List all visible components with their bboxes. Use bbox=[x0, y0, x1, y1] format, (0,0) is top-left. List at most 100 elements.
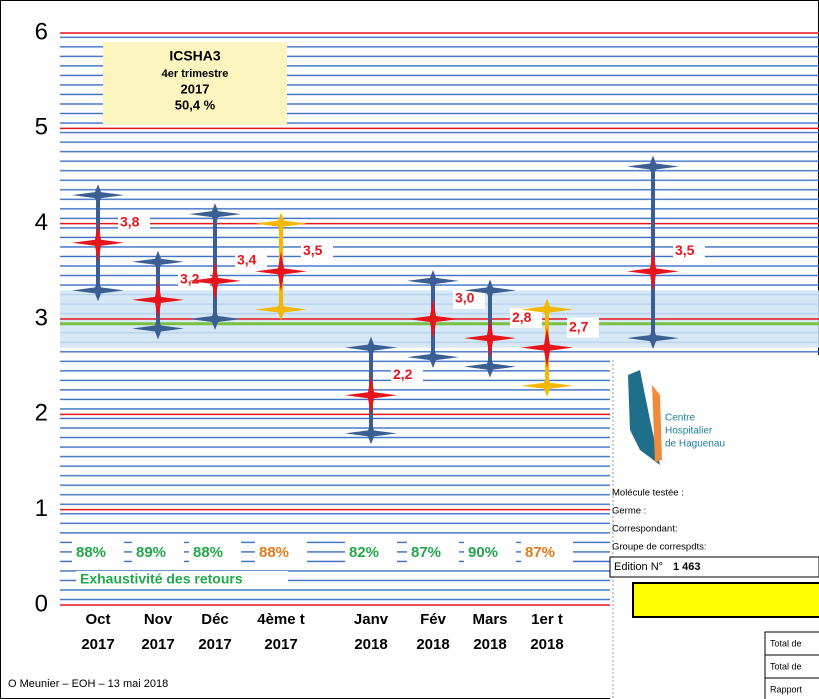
value-label: 3,0 bbox=[455, 290, 475, 306]
max-marker bbox=[189, 203, 241, 226]
label-bg bbox=[407, 541, 459, 565]
x-tick-label: 2017 bbox=[81, 636, 114, 653]
doc-row: Total de bbox=[770, 661, 802, 671]
mean-marker bbox=[521, 327, 573, 368]
x-tick-label: 2017 bbox=[141, 636, 174, 653]
label-bg bbox=[464, 541, 516, 565]
min-marker bbox=[345, 422, 397, 445]
doc-field: Groupe de correspdts: bbox=[612, 542, 707, 553]
inset-line: 2017 bbox=[181, 81, 210, 96]
logo-text: Hospitalier bbox=[665, 426, 713, 437]
exhaustivity-label: 89% bbox=[136, 544, 166, 561]
x-tick-label: Nov bbox=[144, 611, 173, 628]
label-bg bbox=[510, 308, 542, 329]
max-marker bbox=[132, 250, 184, 273]
label-bg bbox=[235, 250, 267, 271]
exhaustivity-label: 88% bbox=[193, 544, 223, 561]
label-bg bbox=[118, 212, 150, 233]
y-tick-label: 3 bbox=[35, 304, 48, 331]
label-bg bbox=[76, 571, 288, 589]
edition-box bbox=[609, 556, 819, 578]
edition-number: 1 463 bbox=[673, 561, 701, 573]
max-marker bbox=[255, 212, 307, 235]
label-bg bbox=[345, 541, 397, 565]
mean-marker bbox=[464, 318, 516, 359]
min-marker bbox=[132, 317, 184, 340]
exhaustivity-label: 87% bbox=[525, 544, 555, 561]
mean-marker bbox=[627, 251, 679, 292]
x-tick-label: 4ème t bbox=[257, 611, 305, 628]
edition-label: Edition N° bbox=[614, 561, 663, 573]
footer: O Meunier – EOH – 13 mai 2018 bbox=[8, 678, 168, 690]
value-label: 3,5 bbox=[303, 242, 323, 258]
max-marker bbox=[521, 298, 573, 321]
max-marker bbox=[464, 279, 516, 302]
x-tick-label: 2018 bbox=[473, 636, 506, 653]
exhaustivity-label: 82% bbox=[349, 544, 379, 561]
x-tick-label: 2017 bbox=[198, 636, 231, 653]
y-tick-label: 1 bbox=[35, 495, 48, 522]
min-marker bbox=[627, 327, 679, 350]
inset-line: 50,4 % bbox=[175, 97, 216, 112]
mean-marker bbox=[132, 279, 184, 320]
x-tick-label: Déc bbox=[201, 611, 229, 628]
min-marker bbox=[255, 298, 307, 321]
exhaustivity-label: 88% bbox=[76, 544, 106, 561]
logo-text: Centre bbox=[665, 413, 695, 424]
label-bg bbox=[567, 317, 599, 338]
exhaustivity-label: 90% bbox=[468, 544, 498, 561]
x-tick-label: 1er t bbox=[531, 611, 563, 628]
label-bg bbox=[391, 365, 423, 386]
exhaustivity-label: 87% bbox=[411, 544, 441, 561]
doc-field: Correspondant: bbox=[612, 524, 677, 535]
value-label: 2,8 bbox=[512, 309, 532, 325]
value-label: 2,7 bbox=[569, 318, 589, 334]
x-tick-label: Janv bbox=[354, 611, 389, 628]
max-marker bbox=[627, 155, 679, 178]
label-bg bbox=[72, 541, 124, 565]
doc-row: Rapport bbox=[770, 684, 803, 694]
x-tick-label: 2018 bbox=[530, 636, 563, 653]
label-bg bbox=[673, 241, 705, 262]
max-marker bbox=[407, 269, 459, 292]
y-tick-label: 0 bbox=[35, 590, 48, 617]
logo bbox=[628, 370, 660, 465]
y-tick-label: 6 bbox=[35, 18, 48, 45]
logo-text: de Haguenau bbox=[665, 439, 725, 450]
label-bg bbox=[521, 541, 573, 565]
inset: ICSHA3 4er trimestre 2017 50,4 % bbox=[103, 42, 287, 125]
x-tick-label: Mars bbox=[472, 611, 507, 628]
max-marker bbox=[72, 184, 124, 207]
label-bg bbox=[132, 541, 184, 565]
min-marker bbox=[407, 346, 459, 369]
x-tick-label: 2018 bbox=[354, 636, 387, 653]
value-label: 3,2 bbox=[180, 271, 200, 287]
min-marker bbox=[72, 279, 124, 302]
y-tick-label: 5 bbox=[35, 114, 48, 141]
document-overlay: Centre Hospitalier de Haguenau Molécule … bbox=[609, 355, 819, 699]
mean-marker bbox=[189, 260, 241, 301]
inset-title: ICSHA3 bbox=[169, 48, 221, 64]
label-bg bbox=[301, 241, 333, 262]
inset-box bbox=[103, 42, 287, 125]
value-label: 3,8 bbox=[120, 213, 140, 229]
exhaustivity-label: 88% bbox=[259, 544, 289, 561]
doc-field: Molécule testée : bbox=[612, 488, 684, 499]
min-marker bbox=[521, 374, 573, 397]
label-bg bbox=[178, 269, 210, 290]
x-tick-label: Fév bbox=[420, 611, 447, 628]
x-tick-label: 2017 bbox=[264, 636, 297, 653]
y-tick-label: 4 bbox=[35, 209, 48, 236]
x-tick-label: Oct bbox=[85, 611, 110, 628]
y-tick-label: 2 bbox=[35, 400, 48, 427]
mean-marker bbox=[255, 251, 307, 292]
exhaustivity-title: Exhaustivité des retours bbox=[80, 571, 243, 587]
max-marker bbox=[345, 336, 397, 359]
x-tick-label: 2018 bbox=[416, 636, 449, 653]
yellow-box bbox=[632, 582, 819, 618]
doc-field: Germe : bbox=[612, 506, 646, 517]
doc-table bbox=[764, 631, 819, 699]
min-marker bbox=[464, 355, 516, 378]
label-bg bbox=[255, 541, 307, 565]
